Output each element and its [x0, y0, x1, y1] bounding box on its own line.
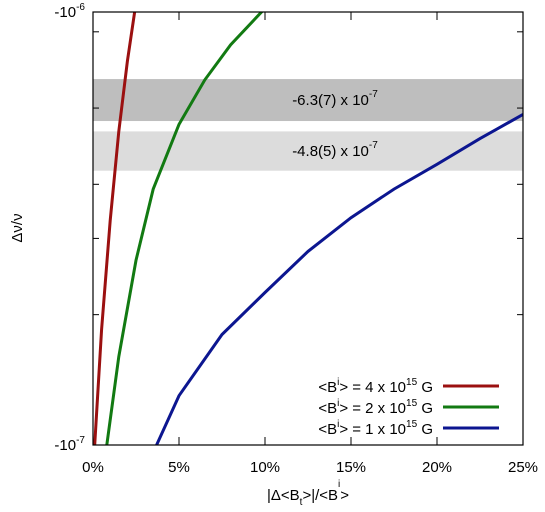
x-tick-label: 0% [82, 459, 104, 476]
script-text: i [338, 479, 340, 490]
label-text: > [340, 487, 349, 504]
legend-label: <Bi> = 1 x 1015 G [318, 419, 433, 438]
band-label: -4.8(5) x 10-7 [292, 140, 378, 160]
label-text: <B [318, 421, 337, 438]
x-tick-label: 20% [422, 459, 452, 476]
label-text: G [417, 379, 433, 396]
series-line [155, 113, 523, 445]
script-text: 15 [406, 398, 418, 409]
plot-frame [92, 11, 524, 446]
x-tick-label: 15% [336, 459, 366, 476]
y-axis-label: Δν/ν [9, 213, 26, 242]
x-axis-label: |Δ<Bt>|/<Bi> [267, 479, 349, 508]
script-text: i [337, 377, 339, 388]
script-text: t [300, 497, 303, 508]
script-text: -7 [369, 89, 378, 100]
x-tick-label: 25% [508, 459, 538, 476]
band-label: -6.3(7) x 10-7 [292, 89, 378, 109]
label-text: -6.3(7) x 10 [292, 92, 369, 109]
label-text: > = 4 x 10 [339, 379, 406, 396]
series-line [105, 12, 264, 445]
legend-label: <Bi> = 2 x 1015 G [318, 398, 433, 417]
script-text: i [337, 419, 339, 430]
series-line [93, 12, 137, 445]
label-text: <B [318, 400, 337, 417]
script-text: -7 [76, 435, 85, 446]
y-tick-label: -10-7 [54, 435, 85, 454]
axes: 0% 5% 10% 15% 20% 25%-10-7-10-6 [54, 2, 538, 476]
label-text: > = 2 x 10 [339, 400, 406, 417]
label-text: <B [318, 379, 337, 396]
band [93, 79, 523, 122]
legend-label: <Bi> = 4 x 1015 G [318, 377, 433, 396]
label-text: G [417, 421, 433, 438]
label-text: |Δ<B [267, 487, 300, 504]
script-text: -6 [76, 2, 85, 13]
label-text: -4.8(5) x 10 [292, 143, 369, 160]
script-text: -7 [369, 140, 378, 151]
script-text: i [337, 398, 339, 409]
script-text: 15 [406, 419, 418, 430]
label-text: G [417, 400, 433, 417]
y-tick-label: -10-6 [54, 2, 85, 21]
label-text: -10 [54, 4, 76, 21]
label-text: > = 1 x 10 [339, 421, 406, 438]
x-tick-label: 5% [168, 459, 190, 476]
label-text: >|/<B [302, 487, 338, 504]
script-text: 15 [406, 377, 418, 388]
bands: -6.3(7) x 10-7-4.8(5) x 10-7 [93, 79, 523, 171]
x-tick-label: 10% [250, 459, 280, 476]
curves [93, 12, 523, 445]
label-text: -10 [54, 437, 76, 454]
